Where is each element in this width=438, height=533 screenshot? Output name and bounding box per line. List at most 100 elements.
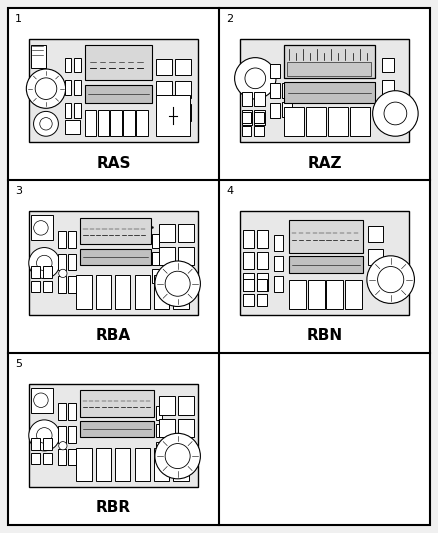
Bar <box>155 442 162 455</box>
Bar <box>64 58 71 72</box>
Bar <box>274 235 283 251</box>
Text: RBR: RBR <box>96 500 131 515</box>
Bar <box>58 254 66 270</box>
Bar <box>42 281 52 292</box>
Text: RAZ: RAZ <box>307 156 342 171</box>
Bar <box>152 252 159 265</box>
Bar <box>31 266 40 278</box>
Text: RBA: RBA <box>96 328 131 343</box>
Bar <box>159 396 175 415</box>
Bar <box>115 448 131 481</box>
Text: RAS: RAS <box>96 156 131 171</box>
Bar <box>254 110 265 125</box>
Circle shape <box>29 247 60 279</box>
Bar <box>242 112 251 123</box>
Bar <box>254 92 265 106</box>
Bar <box>254 126 264 136</box>
Bar <box>240 212 409 315</box>
Bar <box>58 426 66 442</box>
Circle shape <box>36 255 52 271</box>
Bar <box>80 217 151 245</box>
Circle shape <box>165 271 190 296</box>
Bar <box>31 45 46 68</box>
Bar <box>254 112 264 123</box>
Bar <box>155 82 172 98</box>
Bar <box>257 273 268 291</box>
Circle shape <box>384 102 407 125</box>
Bar <box>68 426 76 442</box>
Bar <box>98 110 109 136</box>
Circle shape <box>155 433 201 479</box>
Bar <box>85 45 152 80</box>
Bar <box>244 230 254 247</box>
Bar <box>31 439 40 450</box>
Bar <box>178 224 194 243</box>
Bar <box>244 273 254 291</box>
Circle shape <box>34 221 48 235</box>
Text: 4: 4 <box>226 187 233 196</box>
Bar <box>58 277 66 293</box>
Bar <box>152 234 159 247</box>
Bar <box>68 231 76 247</box>
Bar <box>271 64 280 78</box>
Bar <box>154 276 169 309</box>
Bar <box>178 419 194 438</box>
Bar <box>154 448 169 481</box>
Bar <box>85 110 96 136</box>
Bar <box>110 110 122 136</box>
Circle shape <box>35 78 57 100</box>
Bar <box>289 280 306 309</box>
Bar <box>155 59 172 75</box>
Bar <box>134 448 150 481</box>
Bar <box>80 390 154 417</box>
Bar <box>155 407 162 420</box>
Bar <box>159 224 175 243</box>
Circle shape <box>26 69 66 108</box>
Bar <box>64 120 80 134</box>
Bar <box>284 83 375 103</box>
Circle shape <box>59 442 67 450</box>
Bar <box>271 103 280 118</box>
Text: 1: 1 <box>15 14 22 24</box>
Text: 2: 2 <box>226 14 233 24</box>
Bar <box>178 396 194 415</box>
Bar <box>155 104 172 120</box>
Bar <box>175 82 191 98</box>
Bar <box>271 84 280 98</box>
Bar <box>96 276 111 309</box>
Circle shape <box>40 118 52 130</box>
Bar <box>80 421 154 438</box>
Bar <box>289 220 364 253</box>
Circle shape <box>34 393 48 407</box>
Bar <box>42 266 52 278</box>
Bar <box>42 453 52 464</box>
Bar <box>242 110 252 125</box>
Bar <box>242 126 251 136</box>
Bar <box>289 256 364 273</box>
Circle shape <box>165 443 190 469</box>
Bar <box>42 439 52 450</box>
Bar <box>244 252 254 269</box>
Bar <box>31 388 53 413</box>
Bar <box>155 95 190 136</box>
Bar <box>134 276 150 309</box>
Bar <box>274 256 283 271</box>
Bar <box>284 107 304 136</box>
Bar <box>307 280 325 309</box>
Bar <box>74 80 81 95</box>
Bar <box>244 294 254 306</box>
Bar <box>173 276 189 309</box>
Bar <box>74 103 81 118</box>
Circle shape <box>155 261 201 306</box>
Bar <box>31 453 40 464</box>
Bar <box>68 403 76 420</box>
Bar <box>159 246 175 265</box>
Bar <box>257 230 268 247</box>
Circle shape <box>36 427 52 443</box>
Circle shape <box>245 68 265 88</box>
Bar <box>178 246 194 265</box>
Circle shape <box>34 111 58 136</box>
Bar <box>31 215 53 240</box>
Bar <box>58 403 66 420</box>
Text: 3: 3 <box>15 187 22 196</box>
